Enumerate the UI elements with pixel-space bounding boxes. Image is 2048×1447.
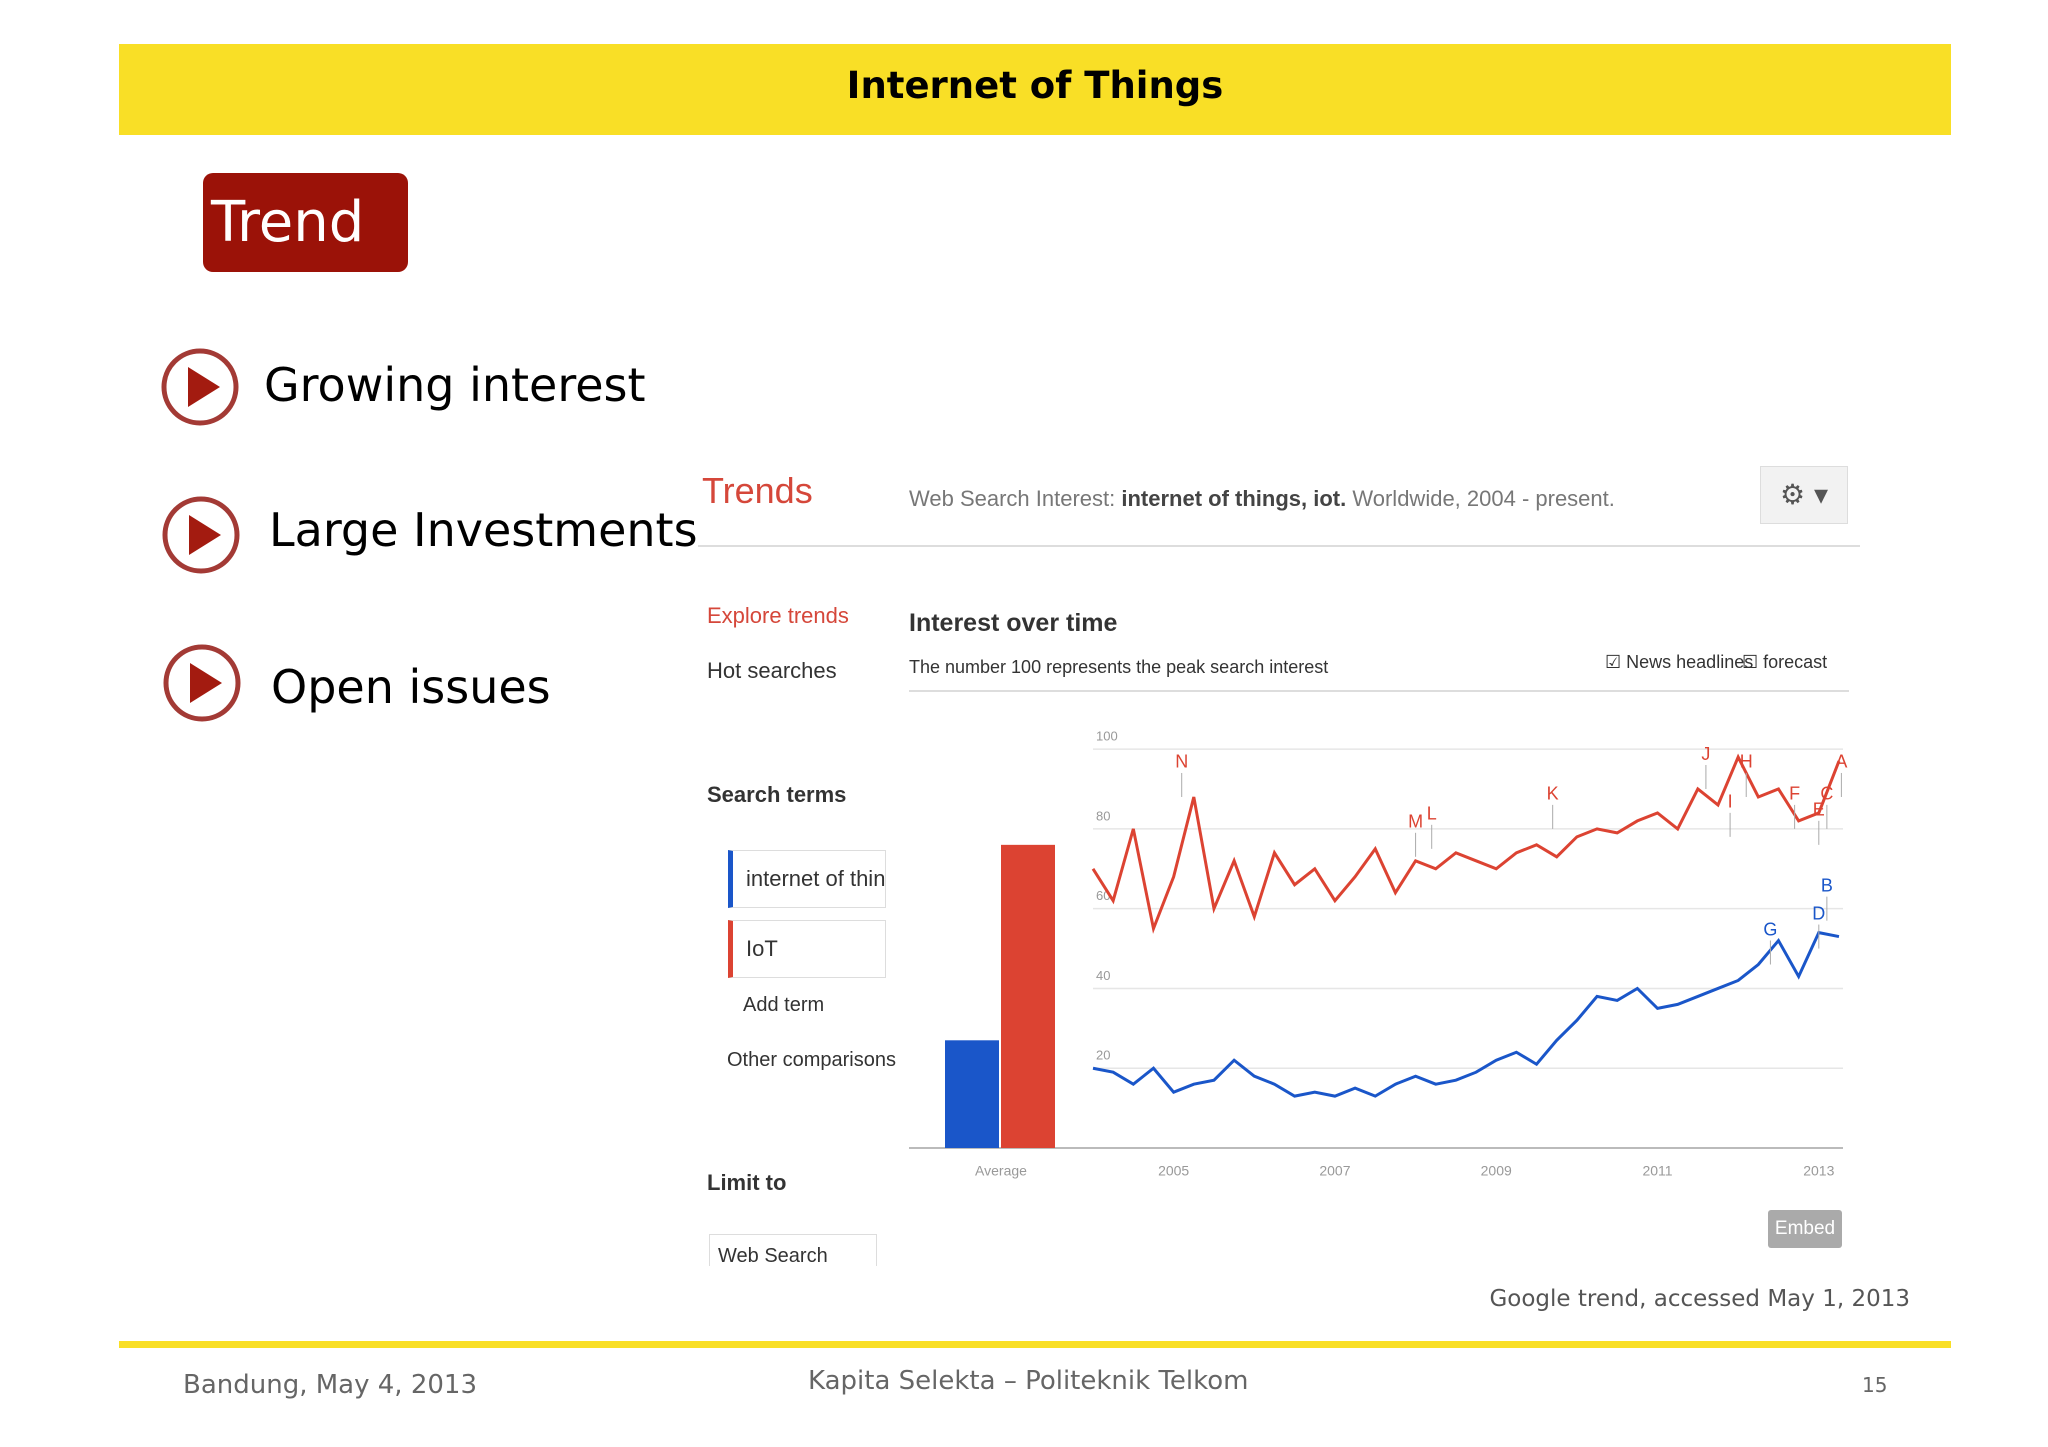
- term: IoT: [746, 936, 778, 961]
- annotation-label: N: [1175, 752, 1188, 772]
- divider: [909, 690, 1849, 692]
- annotation-label: A: [1835, 752, 1847, 772]
- interest-title: Interest over time: [909, 609, 1118, 637]
- search-summary: Web Search Interest: internet of things,…: [909, 486, 1615, 512]
- summary-suffix: Worldwide, 2004 - present.: [1352, 486, 1615, 511]
- bullet-icons: [161, 348, 241, 722]
- footer-left: Bandung, May 4, 2013: [183, 1370, 477, 1400]
- y-tick-label: 40: [1096, 968, 1110, 983]
- summary-prefix: Web Search Interest:: [909, 486, 1116, 511]
- footer-page: 15: [1862, 1373, 1888, 1397]
- annotation-label: I: [1728, 792, 1733, 812]
- option-label: News headlines: [1626, 652, 1754, 672]
- summary-terms: internet of things, iot.: [1121, 486, 1347, 511]
- option[interactable]: ☐ forecast: [1742, 652, 1828, 672]
- option[interactable]: ☑ News headlines: [1605, 652, 1754, 672]
- x-tick-label: 2013: [1803, 1163, 1834, 1179]
- term: internet of thin: [746, 866, 886, 891]
- trends-logo: Trends: [702, 470, 813, 511]
- embed-button[interactable]: Embed: [1768, 1210, 1842, 1248]
- bullet-icon: [163, 644, 241, 722]
- bullet: Large Investments: [269, 503, 698, 557]
- annotation-label: H: [1740, 752, 1753, 772]
- term-box[interactable]: [728, 850, 886, 908]
- x-tick-label: 2011: [1642, 1163, 1672, 1179]
- series-line: [1092, 930, 1840, 1098]
- annotation-label: B: [1821, 875, 1833, 895]
- y-tick-label: 80: [1096, 808, 1110, 823]
- x-tick-label: 2007: [1319, 1163, 1350, 1179]
- bullet: Open issues: [271, 660, 551, 714]
- x-tick-label: Average: [975, 1163, 1027, 1179]
- x-tick-label: 2005: [1158, 1163, 1189, 1179]
- limit-to: Limit to: [707, 1170, 787, 1195]
- annotation-label: K: [1547, 784, 1559, 804]
- average-bar: [1001, 844, 1055, 1148]
- section-label: Trend: [203, 173, 408, 272]
- web-search[interactable]: Web Search: [709, 1234, 877, 1267]
- add-term[interactable]: Add term: [743, 994, 825, 1016]
- y-tick-label: 20: [1096, 1048, 1110, 1063]
- annotation-label: E: [1813, 800, 1825, 820]
- term-box[interactable]: [728, 920, 886, 978]
- annotation-label: D: [1812, 903, 1825, 923]
- option-label: forecast: [1763, 652, 1828, 672]
- interest-note: The number 100 represents the peak searc…: [909, 657, 1329, 677]
- series-line: [1091, 753, 1841, 934]
- caption: Google trend, accessed May 1, 2013: [1489, 1286, 1910, 1312]
- footer-line: [119, 1341, 1951, 1348]
- annotation-label: M: [1408, 812, 1423, 832]
- bullet: Growing interest: [264, 358, 646, 412]
- nav-link[interactable]: Hot searches: [707, 658, 837, 683]
- x-tick-label: 2009: [1481, 1163, 1512, 1179]
- y-tick-label: 100: [1096, 729, 1118, 744]
- annotation-label: G: [1763, 919, 1777, 939]
- footer-center: Kapita Selekta – Politeknik Telkom: [808, 1366, 1249, 1396]
- settings-button[interactable]: ⚙ ▾: [1760, 466, 1848, 524]
- search-terms-label: Search terms: [707, 782, 847, 807]
- bullet-icon: [162, 496, 240, 574]
- header-title: Internet of Things: [846, 64, 1224, 107]
- average-bar: [945, 1040, 999, 1148]
- header-bar: [119, 44, 1951, 135]
- annotation-label: J: [1701, 744, 1710, 764]
- annotation-label: F: [1789, 784, 1800, 804]
- annotation-label: C: [1820, 784, 1833, 804]
- divider: [698, 545, 1860, 547]
- nav-link[interactable]: Explore trends: [707, 603, 849, 628]
- annotation-label: L: [1427, 804, 1437, 824]
- other-comparisons[interactable]: Other comparisons: [727, 1049, 896, 1071]
- bullet-icon: [161, 348, 239, 426]
